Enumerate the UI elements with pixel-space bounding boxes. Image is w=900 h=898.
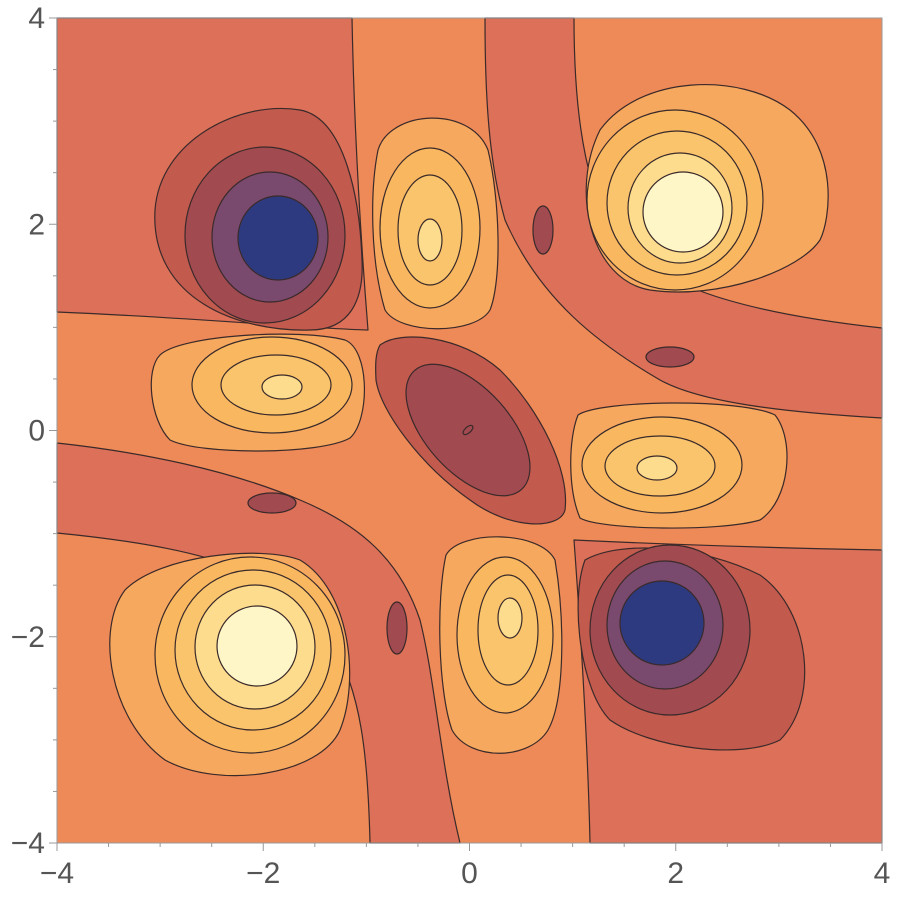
max-lc-l9 [261, 374, 303, 400]
max-bc-l9 [497, 597, 523, 639]
min-small-bl2 [386, 601, 408, 655]
min-small-bl1 [247, 492, 297, 514]
x-tick-label: 2 [667, 857, 684, 890]
y-tick-label: −2 [11, 621, 45, 654]
y-tick-label: 2 [28, 208, 45, 241]
axes: −4 −2 0 2 4 −4 −2 0 2 4 [11, 2, 891, 890]
max-bl-l10 [216, 605, 298, 687]
plot-area [56, 17, 883, 844]
min-br-l1 [619, 580, 705, 666]
x-tick-label: 0 [461, 857, 478, 890]
y-tick-label: −4 [11, 827, 45, 860]
min-small-tr2 [645, 346, 695, 368]
x-tick-label: −2 [246, 857, 280, 890]
max-tr-l10 [642, 171, 724, 253]
min-tl-l1 [237, 195, 319, 281]
max-tc-l9 [417, 218, 443, 262]
x-tick-label: −4 [40, 857, 74, 890]
min-center-l2 [462, 424, 474, 436]
x-tick-label: 4 [874, 857, 891, 890]
y-tick-label: 0 [28, 415, 45, 448]
min-small-tr1 [532, 205, 554, 255]
max-rc-l9 [636, 455, 678, 481]
y-tick-label: 4 [28, 2, 45, 35]
